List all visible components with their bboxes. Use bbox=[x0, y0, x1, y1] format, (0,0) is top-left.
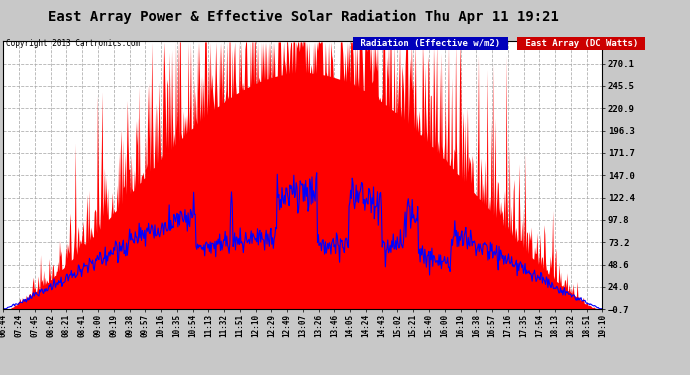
Text: East Array (DC Watts): East Array (DC Watts) bbox=[520, 39, 643, 48]
Text: Radiation (Effective w/m2): Radiation (Effective w/m2) bbox=[355, 39, 506, 48]
Text: Copyright 2013 Cartronics.com: Copyright 2013 Cartronics.com bbox=[6, 39, 139, 48]
Text: East Array Power & Effective Solar Radiation Thu Apr 11 19:21: East Array Power & Effective Solar Radia… bbox=[48, 9, 559, 24]
